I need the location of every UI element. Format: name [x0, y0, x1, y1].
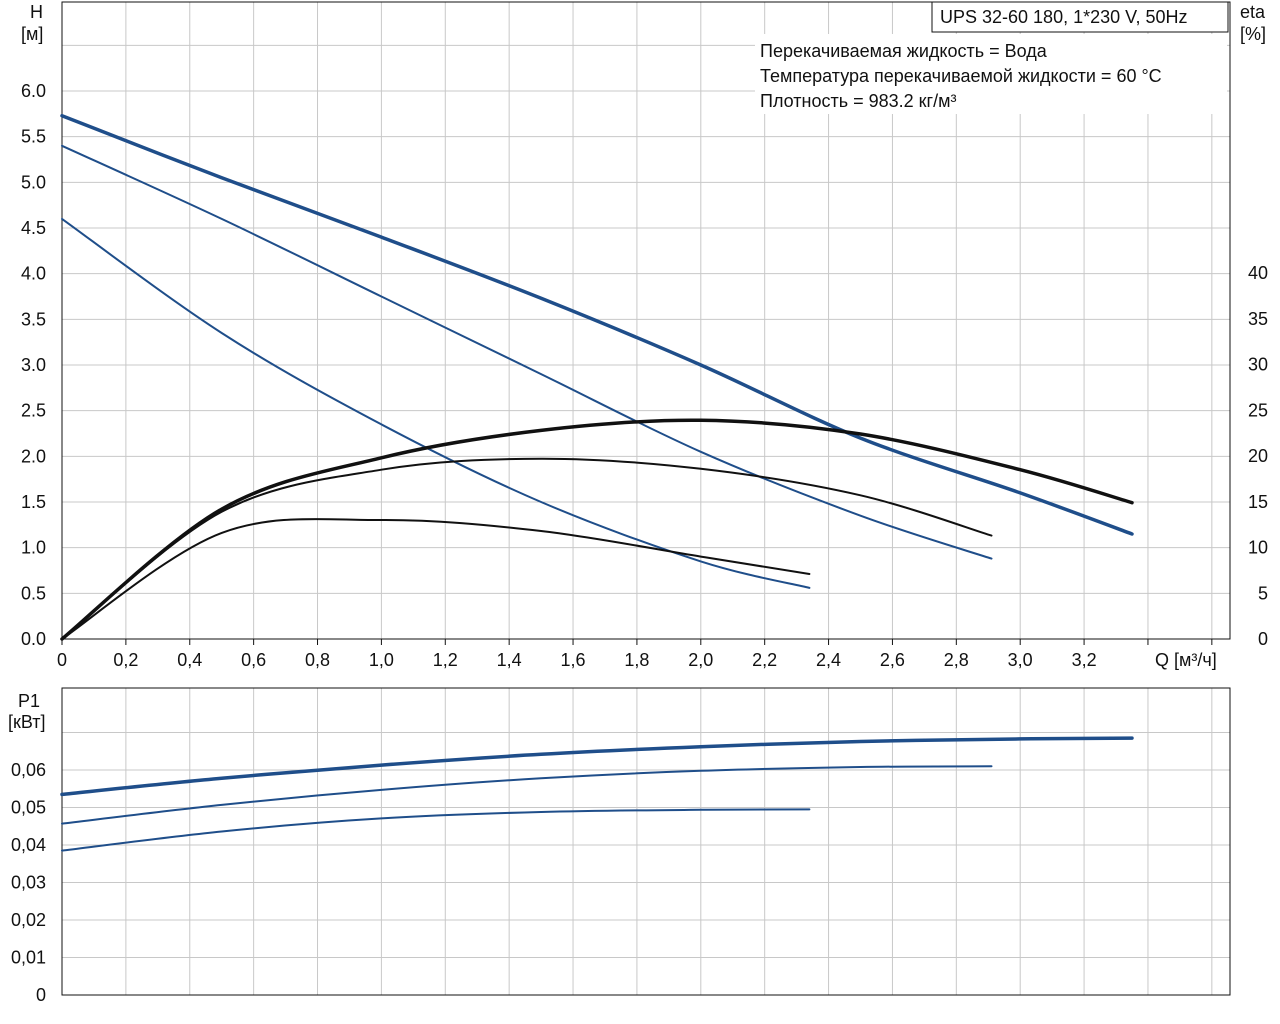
x-tick-label: 0,2	[113, 650, 138, 670]
power-curve-3	[61, 808, 811, 852]
power-curve-2	[61, 765, 993, 825]
y-tick-label: 2.0	[21, 446, 46, 466]
p1-tick-label: 0	[36, 985, 46, 1005]
y-tick-label: 5.5	[21, 127, 46, 147]
y-axis-label-h: H	[30, 2, 43, 22]
x-tick-label: 0,6	[241, 650, 266, 670]
x-tick-label: 0,8	[305, 650, 330, 670]
y-tick-label: 3.5	[21, 309, 46, 329]
x-axis-label-q: Q [м³/ч]	[1155, 650, 1217, 670]
y-tick-label: 2.5	[21, 401, 46, 421]
y2-tick-label: 35	[1248, 309, 1268, 329]
x-tick-label: 2,8	[944, 650, 969, 670]
y-tick-label: 3.0	[21, 355, 46, 375]
x-tick-label: 2,4	[816, 650, 841, 670]
y-tick-label: 6.0	[21, 81, 46, 101]
x-tick-label: 2,6	[880, 650, 905, 670]
y2-tick-label: 40	[1248, 263, 1268, 283]
efficiency-curve-3	[61, 517, 811, 640]
y2-tick-label: 30	[1248, 355, 1268, 375]
top-plot-frame	[61, 1, 1231, 640]
y2-tick-label: 15	[1248, 492, 1268, 512]
head-curve-2	[61, 144, 993, 560]
y2-tick-label: 5	[1258, 583, 1268, 603]
y-tick-label: 0.5	[21, 583, 46, 603]
info-box	[755, 34, 1227, 114]
head-curve-1	[60, 113, 1134, 536]
x-tick-label: 2,2	[752, 650, 777, 670]
p1-tick-label: 0,04	[11, 835, 46, 855]
info-temperature: Температура перекачиваемой жидкости = 60…	[760, 66, 1162, 86]
x-tick-label: 1,2	[433, 650, 458, 670]
x-tick-label: 1,6	[561, 650, 586, 670]
p1-axis-unit: [кВт]	[8, 712, 46, 732]
y-tick-label: 4.0	[21, 264, 46, 284]
y-tick-label: 5.0	[21, 172, 46, 192]
efficiency-curve-1	[60, 418, 1134, 641]
y2-tick-label: 20	[1248, 446, 1268, 466]
title-box	[931, 1, 1229, 33]
power-curve-1	[60, 736, 1134, 797]
p1-tick-label: 0,01	[11, 948, 46, 968]
y2-tick-label: 10	[1248, 538, 1268, 558]
x-tick-label: 2,0	[688, 650, 713, 670]
y-tick-label: 1.0	[21, 538, 46, 558]
y-tick-label: 4.5	[21, 218, 46, 238]
y-axis-unit-m: [м]	[21, 24, 43, 44]
x-tick-label: 1,8	[624, 650, 649, 670]
x-tick-label: 3,2	[1072, 650, 1097, 670]
y2-tick-label: 25	[1248, 400, 1268, 420]
y-tick-label: 1.5	[21, 492, 46, 512]
y2-axis-label-eta: eta	[1240, 2, 1266, 22]
p1-tick-label: 0,06	[11, 760, 46, 780]
y2-axis-unit-percent: [%]	[1240, 24, 1266, 44]
p1-axis-label: P1	[18, 691, 40, 711]
x-tick-label: 3,0	[1008, 650, 1033, 670]
bottom-plot-frame	[61, 687, 1231, 996]
p1-tick-label: 0,03	[11, 873, 46, 893]
info-density: Плотность = 983.2 кг/м³	[760, 91, 956, 111]
x-tick-label: 1,0	[369, 650, 394, 670]
p1-tick-label: 0,02	[11, 910, 46, 930]
x-tick-label: 0,4	[177, 650, 202, 670]
x-tick-label: 1,4	[497, 650, 522, 670]
head-curve-3	[61, 217, 811, 589]
chart-title: UPS 32-60 180, 1*230 V, 50Hz	[940, 7, 1188, 27]
y2-tick-label: 0	[1258, 629, 1268, 649]
efficiency-curve-2	[61, 457, 993, 640]
y-tick-label: 0.0	[21, 629, 46, 649]
info-fluid: Перекачиваемая жидкость = Вода	[760, 41, 1048, 61]
p1-tick-label: 0,05	[11, 798, 46, 818]
x-tick-label: 0	[57, 650, 67, 670]
